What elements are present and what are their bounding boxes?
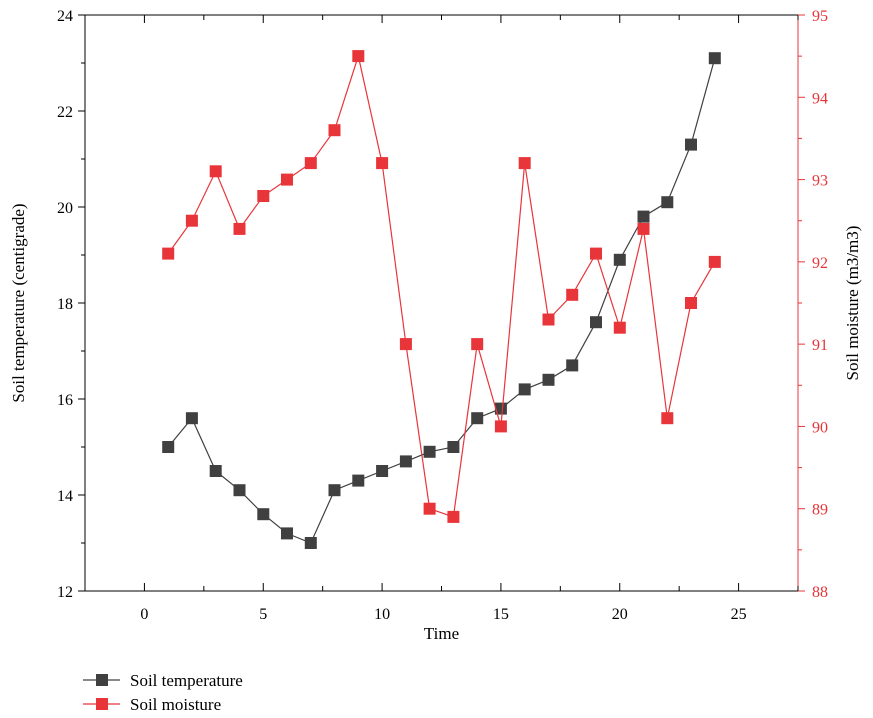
data-point-soil-temperature <box>162 441 175 453</box>
axes-layer: 0 5 10 15 20 25 12 14 16 18 20 22 24 88 89 90 91 92 93 94 95 <box>57 8 828 623</box>
data-point-soil-temperature <box>494 402 507 415</box>
x-tick-label: 25 <box>731 606 747 623</box>
y-left-tick-label: 20 <box>57 200 73 217</box>
y-right-tick-label: 94 <box>812 90 828 107</box>
x-tick-label: 5 <box>259 606 267 623</box>
data-point-soil-temperature <box>304 537 317 549</box>
data-point-soil-temperature <box>447 441 460 453</box>
data-point-soil-moisture <box>185 214 198 227</box>
legend-marker <box>96 674 108 686</box>
y-left-tick-label: 22 <box>57 104 73 121</box>
y-right-tick-label: 89 <box>812 502 828 519</box>
data-point-soil-moisture <box>257 190 270 202</box>
data-point-soil-moisture <box>304 157 317 170</box>
legend: Soil temperature Soil moisture <box>83 671 243 714</box>
data-point-soil-moisture <box>661 412 674 425</box>
data-point-soil-temperature <box>542 373 555 386</box>
legend-item-soil-moisture: Soil moisture <box>83 695 221 714</box>
y-left-tick-label: 12 <box>57 584 73 601</box>
legend-item-soil-temperature: Soil temperature <box>83 671 243 690</box>
data-point-soil-temperature <box>352 474 365 487</box>
data-point-soil-moisture <box>590 247 602 260</box>
y-right-tick-label: 95 <box>812 8 828 25</box>
data-point-soil-temperature <box>233 484 246 497</box>
data-point-soil-moisture <box>281 173 293 186</box>
data-point-soil-temperature <box>185 412 198 425</box>
x-axis-label: Time <box>424 624 459 643</box>
data-point-soil-moisture <box>423 502 436 515</box>
y-left-tick-label: 16 <box>57 392 73 409</box>
data-point-soil-temperature <box>637 210 650 223</box>
data-point-soil-temperature <box>566 359 579 372</box>
y-right-tick-label: 91 <box>812 337 828 354</box>
legend-label: Soil temperature <box>130 671 243 690</box>
series-line-soil-temperature <box>167 58 716 544</box>
y-axis-left-label: Soil temperature (centigrade) <box>9 203 28 402</box>
y-left-tick-label: 24 <box>57 8 73 25</box>
data-point-soil-moisture <box>613 321 626 334</box>
data-point-soil-temperature <box>257 508 270 521</box>
data-point-soil-temperature <box>590 316 602 329</box>
data-point-soil-moisture <box>471 338 484 351</box>
y-right-tick-label: 90 <box>812 419 828 436</box>
data-point-soil-temperature <box>685 138 697 151</box>
x-tick-label: 10 <box>374 606 390 623</box>
legend-label: Soil moisture <box>130 695 221 714</box>
y-left-tick-label: 18 <box>57 296 73 313</box>
y-right-tick-label: 92 <box>812 255 828 272</box>
data-point-soil-moisture <box>637 222 650 235</box>
legend-marker <box>96 698 108 710</box>
y-right-tick-label: 88 <box>812 584 828 601</box>
x-tick-label: 15 <box>493 606 509 623</box>
data-point-soil-temperature <box>708 52 721 65</box>
data-point-soil-moisture <box>376 157 389 170</box>
data-point-soil-temperature <box>209 465 222 477</box>
data-point-soil-temperature <box>281 527 293 540</box>
data-point-soil-moisture <box>685 297 697 309</box>
x-tick-label: 0 <box>140 606 148 623</box>
series-line-soil-moisture <box>167 53 716 518</box>
series-soil-moisture <box>162 50 721 523</box>
x-tick-label: 20 <box>612 606 628 623</box>
data-point-soil-temperature <box>518 383 531 396</box>
y-axis-right-label: Soil moisture (m3/m3) <box>843 226 862 381</box>
data-point-soil-moisture <box>447 510 460 523</box>
data-point-soil-temperature <box>328 484 341 497</box>
data-point-soil-moisture <box>352 50 365 63</box>
data-point-soil-moisture <box>566 288 579 301</box>
data-point-soil-moisture <box>162 247 175 260</box>
y-left-tick-label: 14 <box>57 488 73 505</box>
labels-layer: Time Soil temperature (centigrade) Soil … <box>9 203 862 643</box>
data-point-soil-moisture <box>708 255 721 268</box>
data-point-soil-moisture <box>399 338 412 351</box>
series-soil-temperature <box>162 52 721 549</box>
series-layer <box>162 50 721 549</box>
data-point-soil-moisture <box>233 222 246 235</box>
data-point-soil-temperature <box>661 196 674 209</box>
data-point-soil-moisture <box>328 124 341 137</box>
data-point-soil-temperature <box>423 445 436 458</box>
data-point-soil-temperature <box>376 465 389 477</box>
data-point-soil-moisture <box>518 157 531 170</box>
data-point-soil-temperature <box>471 412 484 425</box>
y-right-tick-label: 93 <box>812 173 828 190</box>
data-point-soil-moisture <box>494 420 507 433</box>
data-point-soil-moisture <box>542 313 555 326</box>
data-point-soil-moisture <box>209 165 222 178</box>
data-point-soil-temperature <box>399 455 412 468</box>
data-point-soil-temperature <box>613 253 626 266</box>
